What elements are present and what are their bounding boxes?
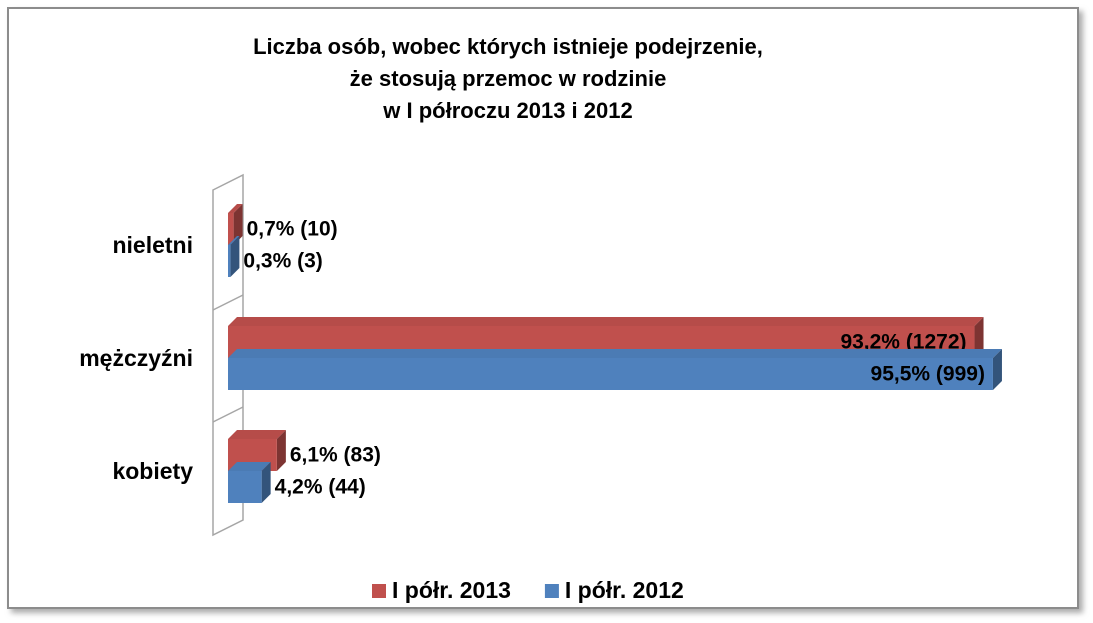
legend-swatch [372,584,386,598]
bar-top [228,462,271,471]
bar-side [992,349,1002,390]
y-tick-label: nieletni [112,232,193,258]
data-label: 4,2% (44) [275,476,366,499]
bar-top [228,430,286,439]
legend-label: I półr. 2013 [392,577,511,603]
data-label: 95,5% (999) [871,363,985,386]
bar [228,471,262,503]
data-label: 0,7% (10) [247,218,338,241]
bar-top [228,236,240,245]
chart-frame [7,7,1079,609]
bar-top [228,204,243,213]
bar-top [228,317,984,326]
data-label: 0,3% (3) [243,250,322,273]
bar [228,358,993,390]
bar-top [228,349,1002,358]
bar-side [233,204,243,245]
y-tick-label: mężczyźni [79,345,193,371]
legend-label: I półr. 2012 [565,577,684,603]
bar-side [230,236,240,277]
bar-side [261,462,271,503]
bar-side [974,317,984,358]
data-label: 93,2% (1272) [840,331,966,354]
bar [228,213,234,245]
y-tick-label: kobiety [112,458,193,484]
bar-side [276,430,286,471]
legend-swatch [544,584,559,598]
bar [228,245,231,277]
chart-title: Liczba osób, wobec których istnieje pode… [253,34,763,123]
data-label: 6,1% (83) [290,444,381,467]
axis-wall [212,173,244,537]
